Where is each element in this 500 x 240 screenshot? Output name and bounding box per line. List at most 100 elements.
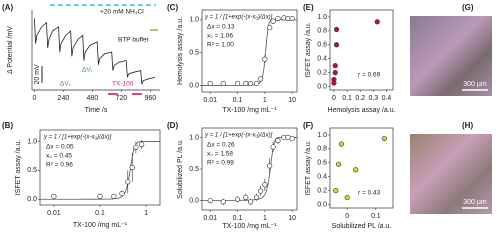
x-tick-label: 0.1 <box>342 95 352 102</box>
x-tick-label: 10 <box>288 215 296 222</box>
x-axis-label: TX-100 /mg mL⁻¹ <box>222 107 277 114</box>
annotation: x₀ = 1.06 <box>207 33 233 40</box>
data-point <box>270 144 276 150</box>
y-axis-label: Δ Potential /mV <box>7 26 14 74</box>
plot-frame <box>329 127 394 209</box>
data-point <box>129 164 135 171</box>
y-tick-label: 0.4 <box>317 174 327 181</box>
data-point <box>335 161 342 167</box>
annotation: BTP buffer <box>118 37 150 44</box>
data-point <box>247 199 254 205</box>
y-tick-label: 0.0 <box>317 201 327 208</box>
data-point <box>381 135 388 142</box>
data-point <box>285 15 291 22</box>
data-point <box>353 167 359 173</box>
annotation: x₀ = 0.45 <box>46 153 72 160</box>
annotation: Δx = 0.26 <box>207 142 235 149</box>
data-point <box>262 56 268 62</box>
data-point <box>97 193 103 199</box>
y-tick-label: 0.0 <box>317 83 327 90</box>
x-tick-label: 1 <box>263 97 267 104</box>
y-tick-label: 0.8 <box>317 28 327 35</box>
data-point <box>275 138 281 144</box>
x-axis-label: Time /s <box>85 107 108 114</box>
y-tick-label: 0.0 <box>189 82 199 89</box>
x-tick-label: 240 <box>58 95 70 102</box>
data-point <box>258 76 264 82</box>
data-point <box>258 188 264 194</box>
x-tick-label: 0.01 <box>203 97 217 104</box>
annotation: Δx = 0.13 <box>207 24 235 31</box>
y-axis-label: ISFET assay /a.u. <box>15 140 22 196</box>
y-tick-label: 1.0 <box>189 134 199 141</box>
y-tick-label: 1.0 <box>189 17 199 24</box>
x-tick-label: 0.1 <box>233 97 243 104</box>
annotation: x₀ = 1.58 <box>207 151 233 158</box>
panel-label: (A) <box>2 3 13 12</box>
data-point <box>262 182 268 188</box>
annotation: r = 0.43 <box>358 190 381 197</box>
y-tick-label: 0.0 <box>189 197 199 204</box>
x-axis-label: TX-100 /mg mL⁻¹ <box>73 222 128 229</box>
annotation: ΔV₀ <box>60 81 72 88</box>
x-tick-label: 0.1 <box>95 210 105 217</box>
x-axis-label: TX-100 /mg mL⁻¹ <box>222 223 277 230</box>
data-point <box>234 196 241 202</box>
annotation: ΔV₁ <box>82 67 94 74</box>
data-point <box>338 141 345 147</box>
data-point <box>267 25 273 31</box>
trace <box>34 18 156 85</box>
x-axis-label: Solubilized PL /a.u. <box>332 223 392 230</box>
x-tick-label: 1 <box>144 210 148 217</box>
data-point <box>333 26 340 33</box>
data-point <box>111 193 117 199</box>
y-tick-label: 0.2 <box>317 69 327 76</box>
fit-equation: y = 1 / [1+exp(-(x-x₀)/Δx)] <box>204 133 273 139</box>
annotation: R² = 1.00 <box>207 42 234 49</box>
y-tick-label: 0.4 <box>317 56 327 63</box>
data-point <box>125 179 131 185</box>
fit-equation: y = 1 / [1+exp(-(x-x₀)/Δx)] <box>204 15 273 21</box>
y-axis-label: ISFET assay /a.u. <box>305 22 312 78</box>
y-tick-label: 0.2 <box>317 187 327 194</box>
y-tick-label: 0.5 <box>27 167 37 174</box>
panel-label: (E) <box>303 3 314 12</box>
micrograph <box>410 16 492 96</box>
data-point <box>289 15 295 22</box>
x-tick-label: 1 <box>263 215 267 222</box>
annotation: TX-100 <box>112 81 134 88</box>
data-point <box>374 19 380 25</box>
x-axis-label: Hemolysis assay /a.u. <box>327 107 395 114</box>
data-point <box>333 188 339 194</box>
x-tick-label: 720 <box>116 95 128 102</box>
annotation: Δx = 0.05 <box>46 144 74 151</box>
micrograph <box>410 134 492 214</box>
plot-frame <box>201 127 298 211</box>
y-tick-label: 0.0 <box>27 196 37 203</box>
figure: (G) (H) 300 µm 300 µm (A) 0 240 480 720 960 Ti… <box>2 3 492 230</box>
x-tick-label: 0.1 <box>371 213 381 220</box>
y-axis-label: Solubilized PL /a.u. <box>177 139 184 199</box>
x-tick-label: 0.01 <box>203 215 217 222</box>
data-point <box>331 76 337 83</box>
data-point <box>254 194 260 200</box>
data-point <box>207 80 213 87</box>
data-point <box>285 134 291 141</box>
y-tick-label: 1.0 <box>27 138 37 145</box>
y-axis-label: ISFET assay /a.u. <box>305 140 312 196</box>
data-point <box>220 80 226 87</box>
plot-frame <box>201 9 298 93</box>
x-tick-label: 0.3 <box>368 95 378 102</box>
x-tick-label: 0.4 <box>382 95 392 102</box>
data-point <box>333 42 340 48</box>
x-tick-label: 0 <box>345 213 349 220</box>
x-tick-label: 0.2 <box>355 95 365 102</box>
scale-label: 20 mV <box>34 64 41 85</box>
data-point <box>254 80 260 87</box>
data-point <box>133 144 139 150</box>
data-point <box>139 141 145 148</box>
annotation: r = 0.69 <box>358 72 381 79</box>
fit-equation: y = 1 / [1+exp(-(x-x₀)/Δx)] <box>43 135 112 141</box>
y-tick-label: 0.6 <box>317 160 327 167</box>
scale-label: 300 µm <box>463 199 487 206</box>
